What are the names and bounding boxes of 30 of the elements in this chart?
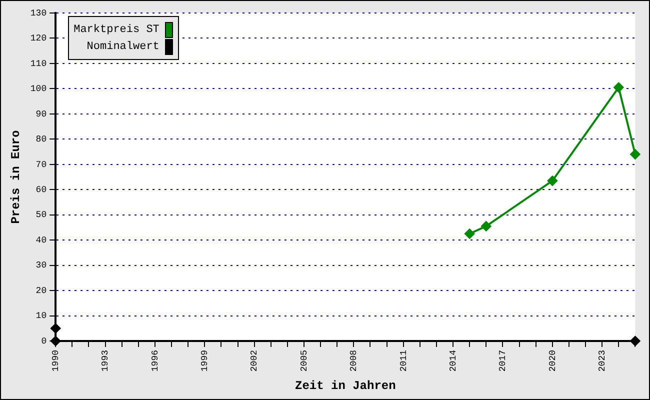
x-tick-label: 2023 xyxy=(597,350,608,372)
y-tick-label: 50 xyxy=(36,210,47,220)
x-tick-label: 2011 xyxy=(398,350,409,372)
x-tick-label: 2008 xyxy=(349,350,360,372)
x-tick-label: 2005 xyxy=(299,350,310,372)
x-tick-label: 2017 xyxy=(498,350,508,372)
x-tick-label: 1999 xyxy=(200,350,210,372)
y-tick-label: 0 xyxy=(41,336,47,346)
x-axis-title: Zeit in Jahren xyxy=(294,378,396,393)
legend-label: Nominalwert xyxy=(86,40,160,52)
y-tick-label: 110 xyxy=(30,58,47,69)
y-tick-label: 70 xyxy=(36,160,47,170)
x-tick-label: 1996 xyxy=(150,350,160,372)
y-tick-label: 40 xyxy=(36,235,47,246)
y-tick-label: 100 xyxy=(30,84,47,94)
y-tick-label: 10 xyxy=(36,311,47,322)
x-tick-label: 1990 xyxy=(50,350,61,372)
x-tick-label: 2014 xyxy=(448,350,458,372)
y-tick-label: 120 xyxy=(30,34,47,44)
x-tick-label: 2002 xyxy=(250,350,260,372)
y-tick-label: 30 xyxy=(36,260,47,271)
y-tick-label: 130 xyxy=(30,8,47,18)
y-tick-label: 60 xyxy=(36,185,47,196)
y-axis-title: Preis in Euro xyxy=(9,130,24,224)
y-tick-label: 80 xyxy=(36,134,47,145)
y-tick-label: 90 xyxy=(36,109,47,120)
x-tick-label: 2020 xyxy=(548,350,558,372)
x-tick-label: 1993 xyxy=(100,350,111,372)
y-tick-label: 20 xyxy=(36,286,47,296)
legend-label: Marktpreis ST xyxy=(74,24,160,36)
